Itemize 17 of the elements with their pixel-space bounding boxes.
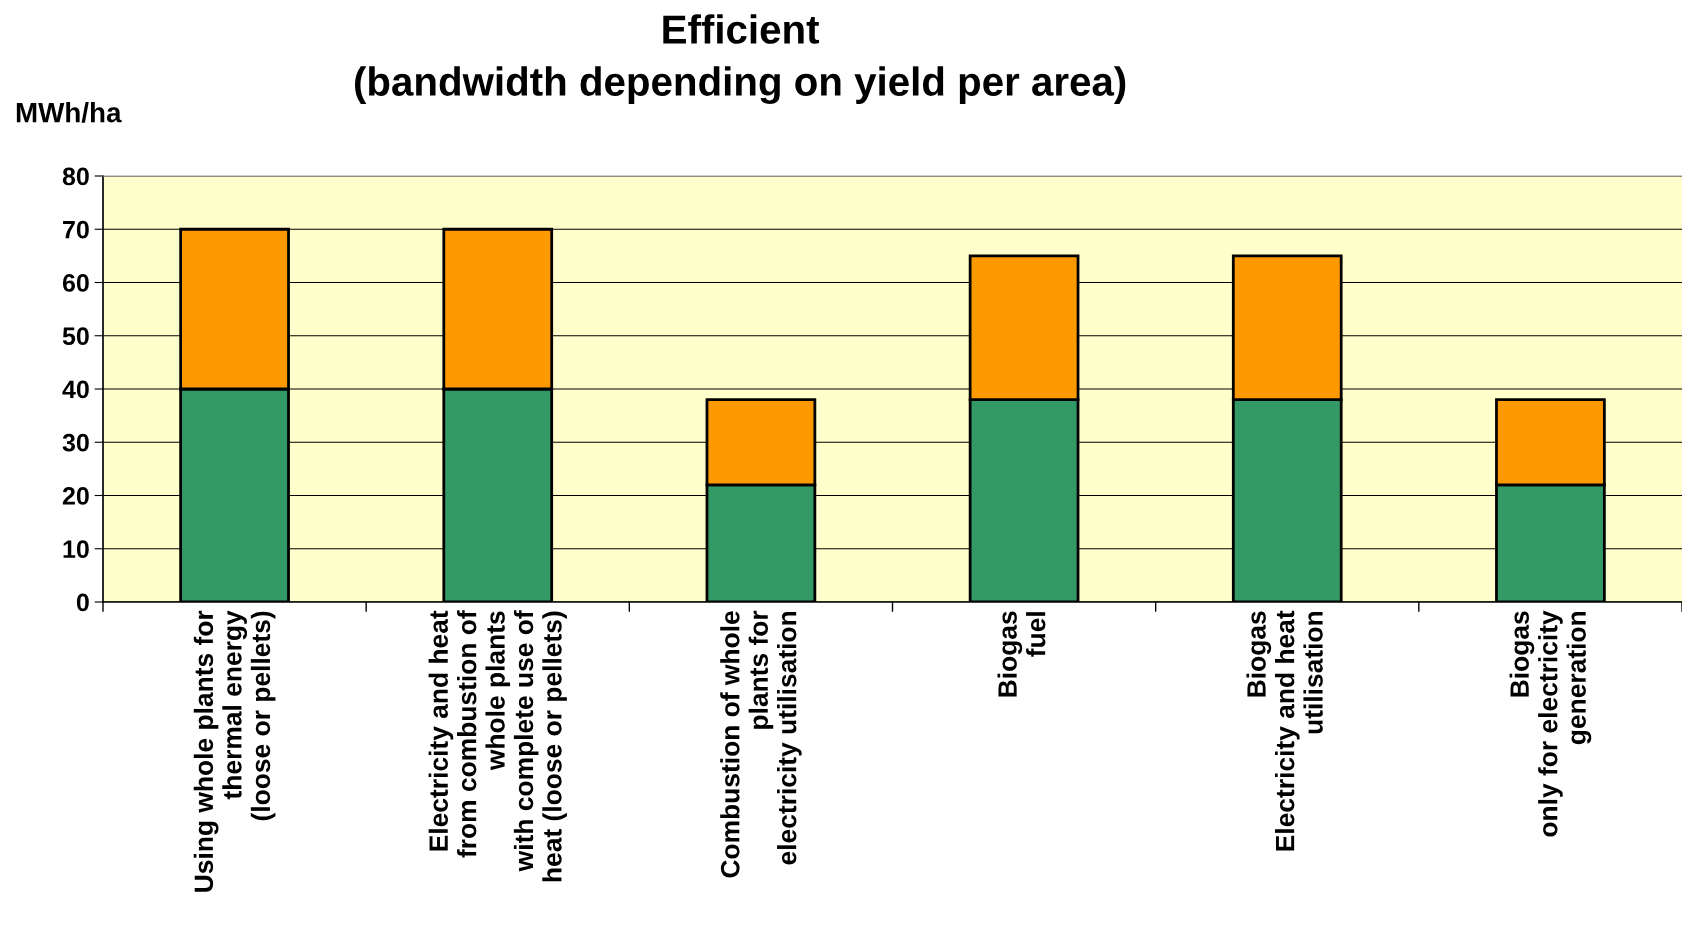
y-tick-label: 0 xyxy=(76,593,89,612)
x-tick-label: Combustion of whole plants for electricity utilisation xyxy=(720,610,802,878)
y-tick-label: 10 xyxy=(63,540,89,559)
x-tick-label: Biogas only for electricity generation xyxy=(1509,610,1592,837)
x-tick-label: Electricity and heat from combustion of whole plants with complete use of heat (loose or pellets) xyxy=(428,610,567,882)
y-axis-title: MWh/ha xyxy=(16,102,122,123)
x-tick-label: Using whole plants for thermal energy (loose or pellets) xyxy=(193,610,276,892)
chart-title: Efficient (bandwidth depending on yield per area) xyxy=(354,14,1126,105)
y-tick-label: 40 xyxy=(62,380,89,399)
y-tick-label: 50 xyxy=(62,327,89,346)
x-tick-label: Biogas Electricity and heat utilisation xyxy=(1246,610,1323,851)
y-tick-label: 20 xyxy=(62,487,89,505)
y-tick-label: 70 xyxy=(63,220,89,239)
y-tick-label: 80 xyxy=(62,167,89,186)
x-tick-label: Biogas fuel xyxy=(997,611,1046,697)
y-tick-label: 60 xyxy=(62,274,89,292)
y-tick-label: 30 xyxy=(62,433,89,452)
